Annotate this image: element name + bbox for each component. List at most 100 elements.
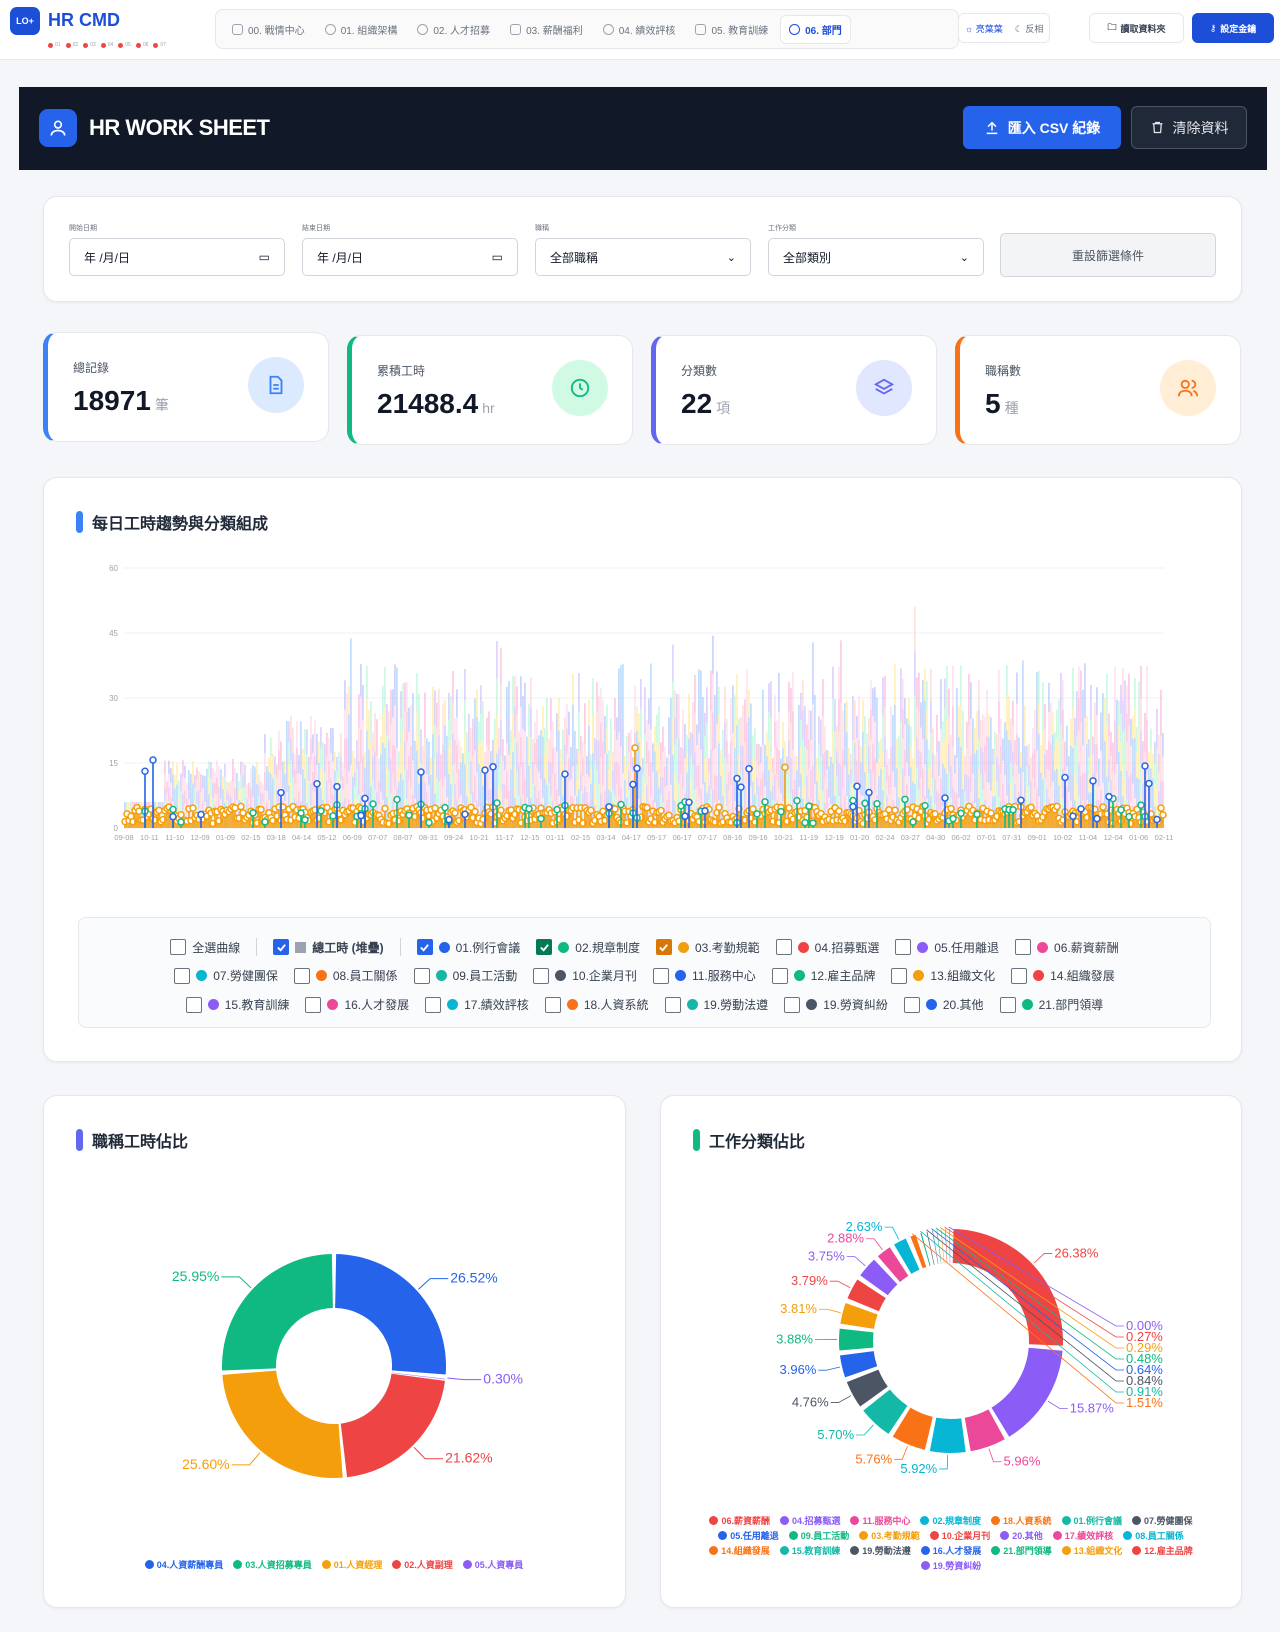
pie-slice[interactable] <box>877 1247 909 1282</box>
legend-item[interactable]: 11.服務中心 <box>652 967 756 984</box>
legend-item[interactable]: 21.部門領導 <box>999 996 1103 1013</box>
checkbox-checked[interactable] <box>536 939 553 955</box>
legend-total-hours[interactable]: 總工時 (堆疊) <box>273 938 384 956</box>
tab-department[interactable]: 06. 部門 <box>780 14 851 44</box>
legend-item[interactable]: 09.員工活動 <box>413 967 517 984</box>
legend-item[interactable]: 08.員工關係 <box>293 967 398 984</box>
pie-legend-item[interactable]: 03.人資招募專員 <box>233 1558 312 1571</box>
legend-item[interactable]: 19.勞資糾紛 <box>784 996 888 1013</box>
start-date-input[interactable]: 年 /月/日 ▭ <box>69 238 285 276</box>
pie-legend-item[interactable]: 20.其他 <box>1000 1529 1043 1542</box>
pie-legend-item[interactable]: 02.人資副理 <box>392 1558 453 1571</box>
pie-legend-item[interactable]: 04.招募甄選 <box>779 1514 840 1527</box>
legend-item[interactable]: 07.勞健團保 <box>174 967 278 984</box>
select-all-toggle[interactable]: 全選曲線 <box>170 938 240 956</box>
pie-slice[interactable] <box>945 1229 948 1264</box>
tab-performance[interactable]: 04. 績效評核 <box>595 16 684 43</box>
checkbox[interactable] <box>293 967 310 984</box>
pie-slice[interactable] <box>964 1409 1005 1452</box>
pie-legend-item[interactable]: 09.員工活動 <box>788 1529 849 1542</box>
legend-item[interactable]: 14.組織發展 <box>1011 967 1115 984</box>
pie-slice[interactable] <box>846 1369 888 1407</box>
calendar-icon[interactable]: ▭ <box>491 250 503 264</box>
legend-item[interactable]: 15.教育訓練 <box>185 996 289 1013</box>
role-select[interactable]: 全部職稱 ⌄ <box>535 238 751 276</box>
legend-item[interactable]: 18.人資系統 <box>544 996 649 1013</box>
pie-legend-item[interactable]: 01.例行會議 <box>1061 1514 1122 1527</box>
pie-legend-item[interactable]: 17.績效評核 <box>1052 1529 1113 1542</box>
checkbox[interactable] <box>895 939 912 955</box>
pie-legend-item[interactable]: 01.人資經理 <box>321 1558 382 1571</box>
category-pie-chart[interactable]: 26.38%15.87%5.96%5.92%5.76%5.70%4.76%3.9… <box>691 1176 1211 1496</box>
import-csv-button[interactable]: 匯入 CSV 紀錄 <box>963 106 1121 149</box>
open-folder-button[interactable]: 🗀 讀取資料夾 <box>1089 13 1184 43</box>
theme-light-button[interactable]: ☼ 亮葉葉 <box>965 23 1003 34</box>
role-pie-chart[interactable]: 26.52%0.30%21.62%25.60%25.95% <box>74 1186 594 1546</box>
checkbox[interactable] <box>1015 939 1032 955</box>
app-brand[interactable]: HR CMD <box>48 10 120 30</box>
reset-filters-button[interactable]: 重設篩選條件 <box>1000 233 1216 277</box>
legend-item[interactable]: 10.企業月刊 <box>533 967 637 984</box>
pie-legend-item[interactable]: 04.人資薪酬專員 <box>144 1558 223 1571</box>
pie-slice[interactable] <box>991 1347 1063 1437</box>
pie-slice[interactable] <box>920 1232 931 1266</box>
pie-legend-item[interactable]: 14.組織發展 <box>709 1544 770 1557</box>
pie-legend-item[interactable]: 13.組織文化 <box>1061 1544 1122 1557</box>
checkbox[interactable] <box>305 996 322 1013</box>
tab-organization[interactable]: 01. 組織架構 <box>317 16 406 43</box>
checkbox[interactable] <box>775 939 792 955</box>
checkbox-checked[interactable] <box>416 939 433 955</box>
legend-item[interactable]: 05.任用離退 <box>895 938 999 956</box>
pie-slice[interactable] <box>892 1407 933 1450</box>
pie-slice[interactable] <box>932 1230 939 1265</box>
pie-legend-item[interactable]: 06.薪資薪酬 <box>709 1514 770 1527</box>
pie-slice[interactable] <box>863 1389 908 1434</box>
end-date-input[interactable]: 年 /月/日 ▭ <box>302 238 518 276</box>
app-logo[interactable]: LO+ <box>10 7 40 35</box>
pie-slice[interactable] <box>940 1229 945 1264</box>
set-key-button[interactable]: ⚷ 設定金鑰 <box>1192 13 1274 43</box>
pie-legend-item[interactable]: 12.雇主品牌 <box>1132 1544 1193 1557</box>
pie-legend-item[interactable]: 07.勞健團保 <box>1132 1514 1193 1527</box>
checkbox[interactable] <box>533 967 550 984</box>
calendar-icon[interactable]: ▭ <box>258 250 270 264</box>
legend-item[interactable]: 02.規章制度 <box>536 938 640 956</box>
checkbox[interactable] <box>664 996 681 1013</box>
pie-legend-item[interactable]: 18.人資系統 <box>991 1514 1052 1527</box>
pie-slice[interactable] <box>222 1254 333 1371</box>
legend-item[interactable]: 17.績效評核 <box>425 996 529 1013</box>
pie-legend-item[interactable]: 16.人才發展 <box>920 1544 981 1557</box>
tab-training[interactable]: 05. 教育訓練 <box>687 16 776 43</box>
legend-item[interactable]: 03.考勤規範 <box>655 938 760 956</box>
pie-legend-item[interactable]: 02.規章制度 <box>920 1514 981 1527</box>
legend-item[interactable]: 16.人才發展 <box>305 996 409 1013</box>
theme-dark-button[interactable]: ☾ 反相 <box>1014 23 1044 34</box>
pie-legend-item[interactable]: 10.企業月刊 <box>929 1529 990 1542</box>
tab-compensation[interactable]: 03. 薪酬福利 <box>502 16 591 43</box>
legend-item[interactable]: 12.雇主品牌 <box>771 967 875 984</box>
pie-legend-item[interactable]: 05.人資專員 <box>462 1558 523 1571</box>
pie-legend-item[interactable]: 03.考勤規範 <box>859 1529 920 1542</box>
legend-item[interactable]: 20.其他 <box>903 996 984 1013</box>
pie-slice[interactable] <box>847 1279 886 1312</box>
checkbox[interactable] <box>174 967 191 984</box>
pie-legend-item[interactable]: 19.勞資糾紛 <box>920 1559 981 1572</box>
pie-slice[interactable] <box>391 1372 446 1380</box>
checkbox[interactable] <box>185 996 202 1013</box>
checkbox-checked[interactable] <box>655 939 672 955</box>
checkbox[interactable] <box>1011 967 1028 984</box>
pie-slice[interactable] <box>894 1238 920 1274</box>
checkbox[interactable] <box>413 967 430 984</box>
tab-dashboard[interactable]: 00. 戰情中心 <box>224 16 313 43</box>
pie-slice[interactable] <box>839 1351 878 1378</box>
checkbox[interactable] <box>544 996 561 1013</box>
checkbox[interactable] <box>999 996 1016 1013</box>
pie-slice[interactable] <box>929 1417 966 1453</box>
pie-legend-item[interactable]: 05.任用離退 <box>718 1529 779 1542</box>
checkbox[interactable] <box>425 996 442 1013</box>
pie-slice[interactable] <box>335 1254 447 1375</box>
checkbox[interactable] <box>891 967 908 984</box>
clear-data-button[interactable]: 清除資料 <box>1131 106 1247 149</box>
checkbox[interactable] <box>771 967 788 984</box>
